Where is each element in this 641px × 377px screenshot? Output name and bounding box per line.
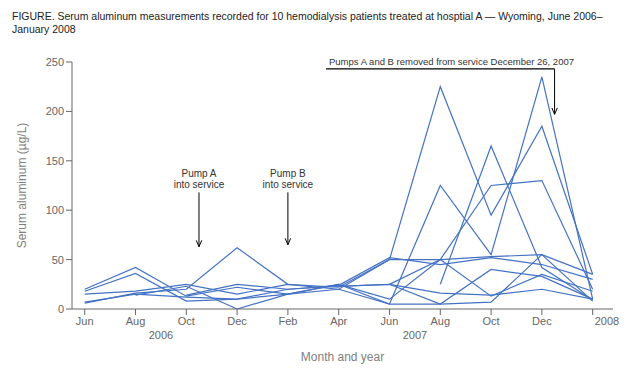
svg-text:Jun: Jun [76,315,94,327]
svg-text:2008: 2008 [595,315,619,327]
svg-text:Pumps A and B removed from ser: Pumps A and B removed from service Decem… [329,56,574,67]
svg-text:Aug: Aug [430,315,450,327]
svg-text:Pump Binto service: Pump Binto service [263,168,314,191]
svg-text:100: 100 [46,204,64,216]
svg-text:Dec: Dec [227,315,247,327]
svg-text:Oct: Oct [178,315,195,327]
svg-text:Serum aluminum (µg/L): Serum aluminum (µg/L) [15,123,29,249]
svg-text:Dec: Dec [532,315,552,327]
svg-text:250: 250 [46,56,64,68]
svg-text:150: 150 [46,155,64,167]
svg-text:Jun: Jun [381,315,399,327]
svg-text:Aug: Aug [126,315,146,327]
svg-text:0: 0 [58,303,64,315]
html-text:FIGURE. Serum aluminum measure: FIGURE. Serum aluminum measurements reco… [12,10,603,22]
svg-text:2006: 2006 [149,329,173,341]
svg-text:Pump Ainto service: Pump Ainto service [174,168,225,191]
svg-text:2007: 2007 [403,329,427,341]
svg-text:Month and year: Month and year [301,350,384,364]
svg-text:50: 50 [52,254,64,266]
svg-text:Apr: Apr [330,315,347,327]
svg-text:Oct: Oct [483,315,500,327]
svg-text:200: 200 [46,105,64,117]
svg-text:Feb: Feb [278,315,297,327]
html-text:January 2008: January 2008 [12,23,76,35]
